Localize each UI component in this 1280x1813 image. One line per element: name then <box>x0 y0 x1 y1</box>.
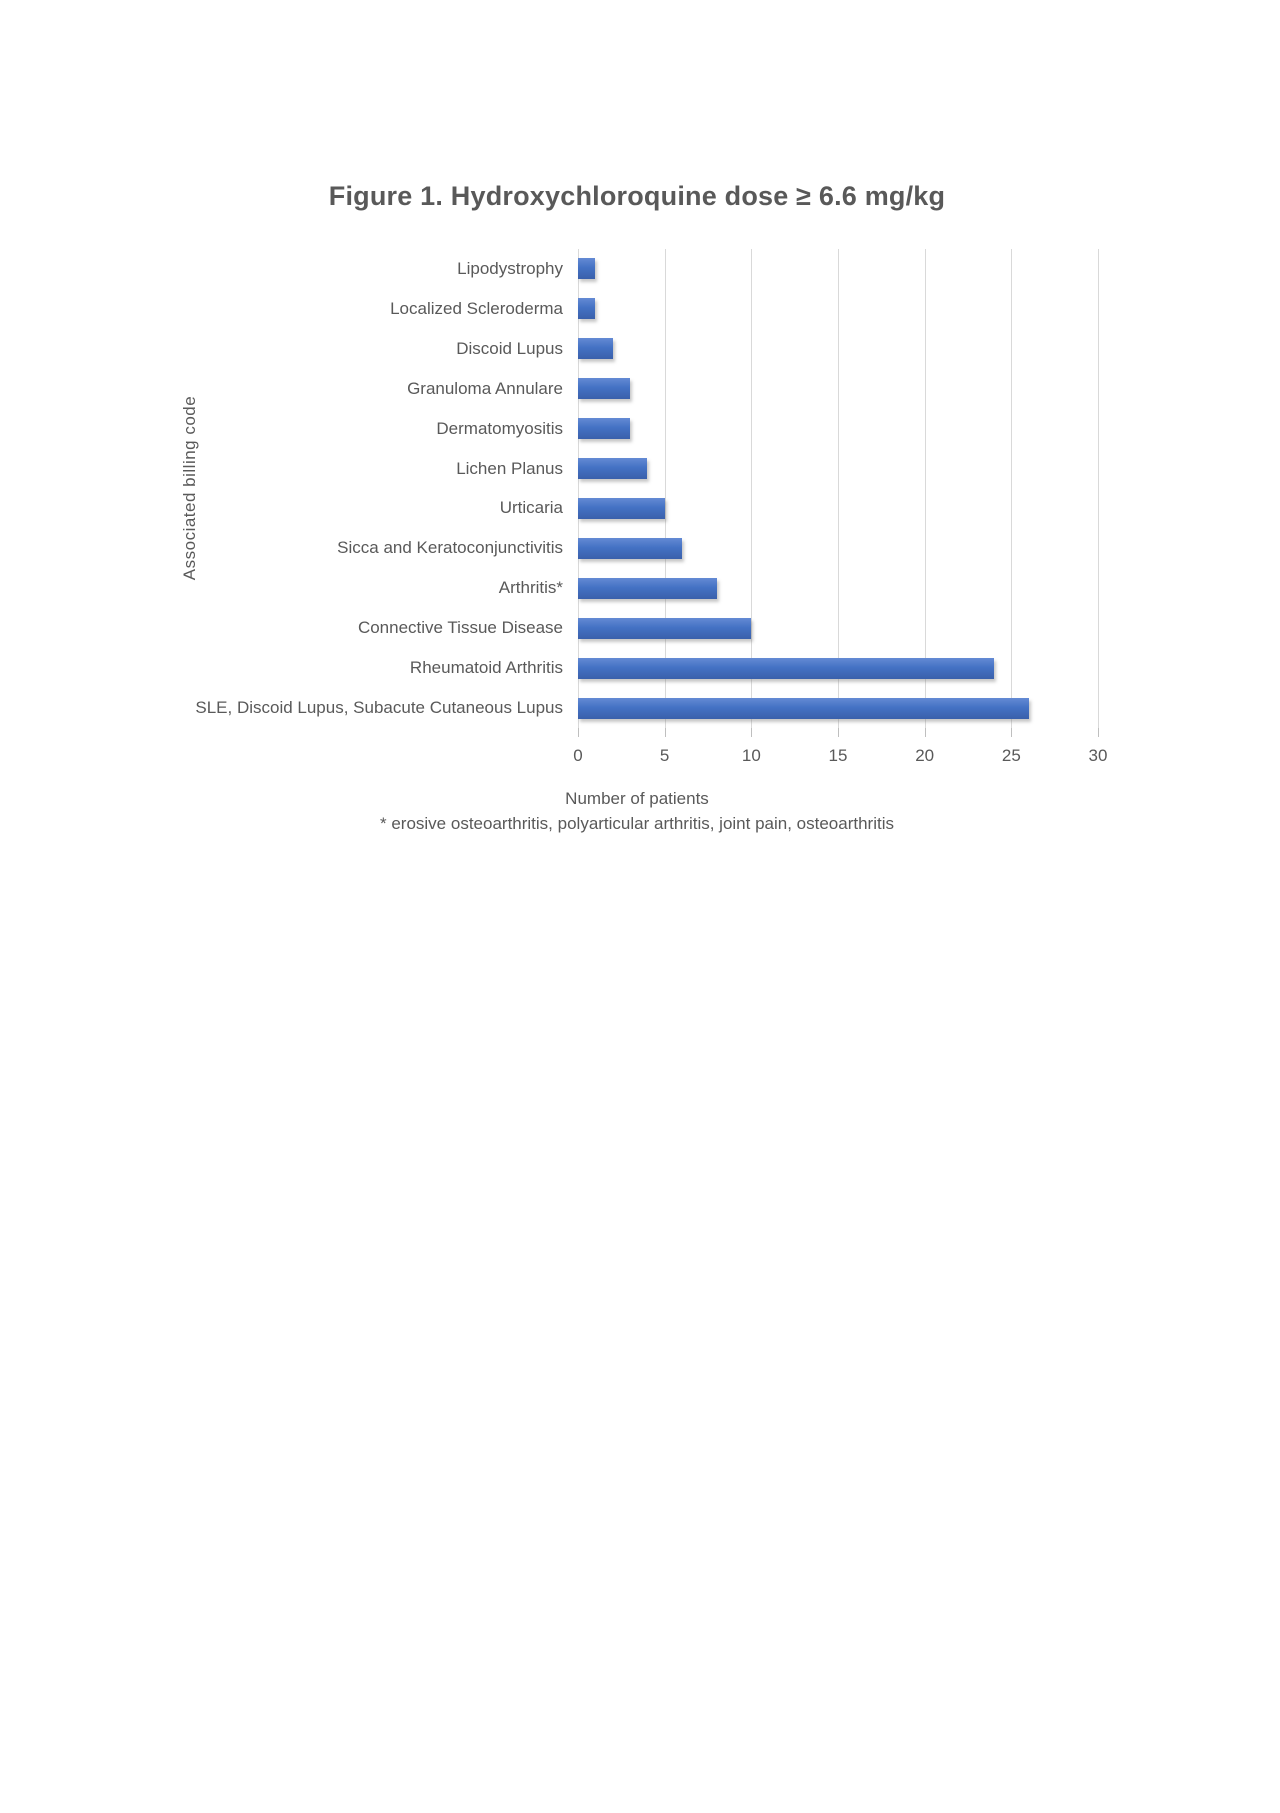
x-tick-label-25: 25 <box>1001 746 1021 765</box>
x-tick-label-5: 5 <box>659 746 670 765</box>
category-label-lipodystrophy: Lipodystrophy <box>457 258 563 278</box>
bar-granuloma-annulare <box>578 378 630 400</box>
chart-title: Figure 1. Hydroxychloroquine dose ≥ 6.6 … <box>328 181 946 211</box>
x-tick-label-0: 0 <box>573 746 583 765</box>
category-label-sle-discoid-lupus-subacute-cutaneous-lupus: SLE, Discoid Lupus, Subacute Cutaneous L… <box>195 698 563 718</box>
bar-lichen-planus <box>578 458 648 480</box>
category-axis-labels: Lipodystrophy Localized Scleroderma Discoi… <box>0 249 563 728</box>
bar-row-rheumatoid-arthritis <box>578 648 1098 688</box>
category-label-lichen-planus: Lichen Planus <box>456 458 563 478</box>
bar-sle-discoid-lupus-subacute-cutaneous-lupus <box>578 697 1029 719</box>
gridline-30 <box>1098 249 1099 728</box>
bar-row-sle-discoid-lupus-subacute-cutaneous-lupus <box>578 688 1098 728</box>
gridline-0 <box>578 249 579 728</box>
bar-row-granuloma-annulare <box>578 369 1098 409</box>
gridline-25 <box>1011 249 1013 728</box>
x-axis-title: Number of patients <box>565 789 709 808</box>
bar-arthritis <box>578 577 717 599</box>
x-axis-tick-labels: 0 5 10 15 20 25 30 <box>573 746 1107 768</box>
category-label-localized-scleroderma: Localized Scleroderma <box>390 298 563 318</box>
tick-mark-5 <box>664 728 666 737</box>
gridline-10 <box>751 249 753 728</box>
bar-row-lichen-planus <box>578 449 1098 489</box>
bar-row-urticaria <box>578 489 1098 529</box>
bar-series <box>578 249 1098 728</box>
plot-area <box>578 249 1099 737</box>
bar-localized-scleroderma <box>578 298 596 320</box>
bar-row-discoid-lupus <box>578 329 1098 369</box>
category-label-discoid-lupus: Discoid Lupus <box>456 338 563 358</box>
bar-connective-tissue-disease <box>578 617 752 639</box>
x-tick-label-15: 15 <box>828 746 848 765</box>
bar-row-connective-tissue-disease <box>578 608 1098 648</box>
bar-sicca-and-keratoconjunctivitis <box>578 537 682 559</box>
gridline-15 <box>838 249 839 728</box>
category-label-rheumatoid-arthritis: Rheumatoid Arthritis <box>409 658 563 678</box>
x-tick-label-30: 30 <box>1088 746 1108 765</box>
gridline-20 <box>924 249 926 728</box>
bar-urticaria <box>578 497 665 519</box>
category-label-connective-tissue-disease: Connective Tissue Disease <box>357 618 563 638</box>
tick-mark-15 <box>838 728 839 737</box>
bar-rheumatoid-arthritis <box>578 657 994 679</box>
bar-row-dermatomyositis <box>578 409 1098 449</box>
tick-mark-30 <box>1098 728 1099 737</box>
bar-dermatomyositis <box>578 418 630 440</box>
bar-row-localized-scleroderma <box>578 289 1098 329</box>
category-label-urticaria: Urticaria <box>499 498 563 518</box>
category-label-sicca-and-keratoconjunctivitis: Sicca and Keratoconjunctivitis <box>337 538 563 558</box>
chart-footnote: * erosive osteoarthritis, polyarticular … <box>380 814 894 833</box>
tick-mark-10 <box>751 728 753 737</box>
gridline-5 <box>664 249 666 728</box>
category-label-arthritis: Arthritis* <box>498 578 563 598</box>
category-label-granuloma-annulare: Granuloma Annulare <box>407 378 563 398</box>
bar-row-lipodystrophy <box>578 249 1098 289</box>
x-tick-label-10: 10 <box>741 746 761 765</box>
bar-row-arthritis <box>578 568 1098 608</box>
bar-row-sicca-and-keratoconjunctivitis <box>578 528 1098 568</box>
x-tick-label-20: 20 <box>915 746 935 765</box>
tick-mark-25 <box>1011 728 1013 737</box>
tick-mark-20 <box>924 728 926 737</box>
bar-discoid-lupus <box>578 338 613 360</box>
category-label-dermatomyositis: Dermatomyositis <box>436 418 563 438</box>
bar-lipodystrophy <box>578 258 596 280</box>
tick-mark-0 <box>578 728 579 737</box>
